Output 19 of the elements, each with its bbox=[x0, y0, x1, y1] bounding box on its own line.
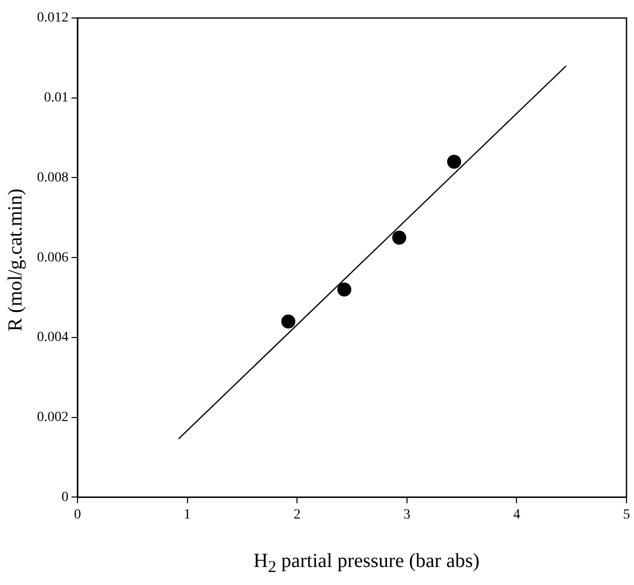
y-tick-label: 0 bbox=[62, 490, 68, 505]
point bbox=[281, 314, 296, 328]
x-tick-label: 3 bbox=[403, 507, 410, 522]
x-tick-label: 2 bbox=[294, 507, 301, 522]
y-axis-title: R (mol/g.cat.min) bbox=[4, 188, 28, 332]
point bbox=[337, 282, 352, 297]
point bbox=[392, 230, 406, 245]
y-tick-label: 0.002 bbox=[37, 410, 68, 426]
x-tick-label: 1 bbox=[184, 507, 191, 522]
x-axis-title: H$_{2}$ partial pressure (bar abs) bbox=[252, 550, 481, 577]
y-tick-label: 0.01 bbox=[44, 90, 68, 106]
point bbox=[447, 154, 462, 169]
y-tick-label: 0.004 bbox=[37, 330, 68, 346]
x-tick-label: 4 bbox=[513, 507, 520, 522]
y-tick-label: 0.006 bbox=[37, 250, 68, 266]
x-tick-label: 0 bbox=[74, 507, 81, 522]
y-tick-label: 0.012 bbox=[37, 10, 68, 26]
x-tick-label: 5 bbox=[623, 507, 630, 522]
y-tick-label: 0.008 bbox=[37, 170, 68, 186]
